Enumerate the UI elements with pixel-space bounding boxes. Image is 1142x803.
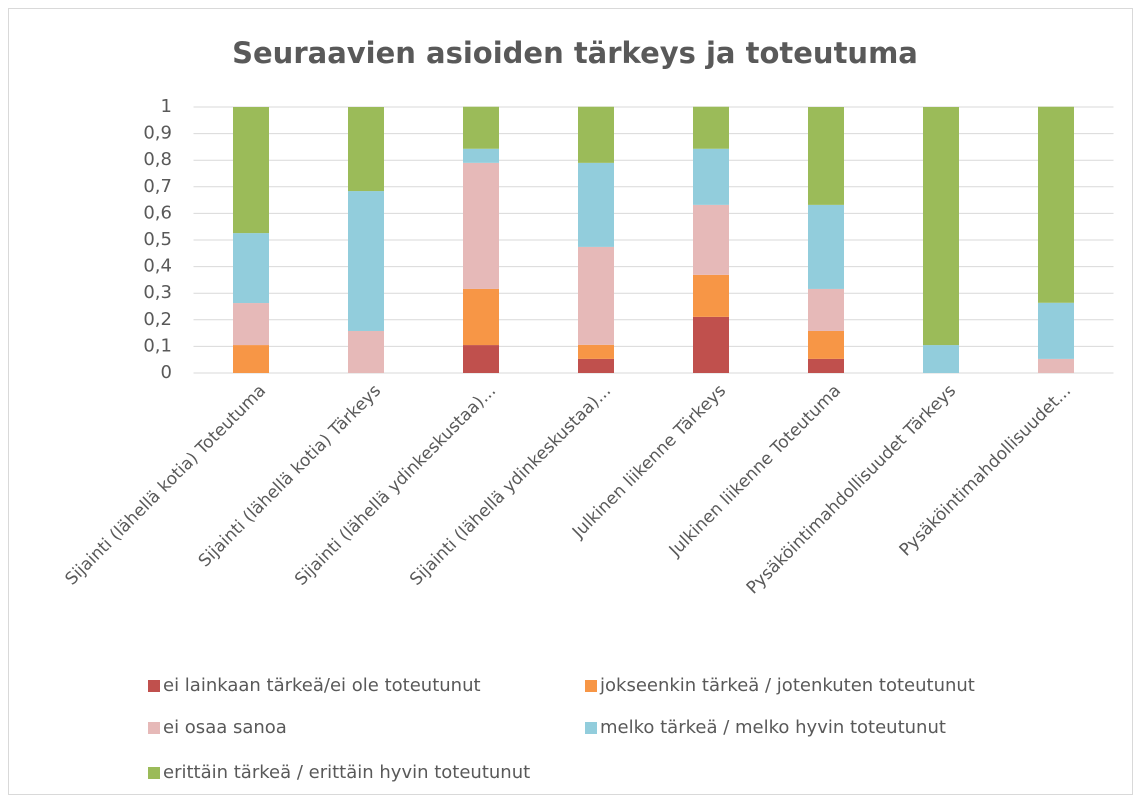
bar-segment bbox=[463, 162, 499, 289]
bar-segment bbox=[923, 107, 959, 346]
y-tick-label: 0,4 bbox=[143, 256, 172, 277]
bar-segment bbox=[923, 345, 959, 373]
bar-segment bbox=[578, 106, 614, 163]
y-tick-label: 0,6 bbox=[143, 202, 172, 223]
bar-segment bbox=[693, 148, 729, 205]
bar-segment bbox=[1038, 358, 1074, 373]
bar-segment bbox=[1038, 302, 1074, 359]
bar-segment bbox=[693, 274, 729, 317]
legend-swatch bbox=[585, 680, 597, 692]
legend-label: ei lainkaan tärkeä/ei ole toteutunut bbox=[163, 675, 481, 696]
legend-swatch bbox=[148, 767, 160, 779]
y-tick-label: 0,9 bbox=[143, 123, 172, 144]
bar-segment bbox=[578, 246, 614, 345]
legend-swatch bbox=[148, 680, 160, 692]
bar-segment bbox=[808, 358, 844, 373]
y-tick-label: 0,7 bbox=[143, 176, 172, 197]
bar-segment bbox=[578, 344, 614, 359]
bar-segment bbox=[463, 345, 499, 373]
bar-segment bbox=[808, 204, 844, 289]
bar-segment bbox=[348, 107, 384, 192]
bar-segment bbox=[578, 358, 614, 373]
bar-segment bbox=[463, 288, 499, 346]
y-tick-label: 1 bbox=[161, 96, 172, 117]
y-tick-label: 0,8 bbox=[143, 149, 172, 170]
bar-segment bbox=[808, 330, 844, 359]
legend-label: ei osaa sanoa bbox=[163, 717, 287, 738]
y-tick-label: 0,1 bbox=[143, 335, 172, 356]
legend-label: erittäin tärkeä / erittäin hyvin toteutu… bbox=[163, 762, 530, 783]
y-tick-label: 0 bbox=[161, 362, 172, 383]
legend-label: jokseenkin tärkeä / jotenkuten toteutunu… bbox=[599, 675, 975, 696]
bar-segment bbox=[808, 288, 844, 331]
bar-segment bbox=[808, 107, 844, 205]
y-tick-label: 0,3 bbox=[143, 282, 172, 303]
bar-segment bbox=[463, 148, 499, 163]
bar-segment bbox=[233, 107, 269, 234]
bar-segment bbox=[693, 204, 729, 275]
bar-segment bbox=[693, 316, 729, 373]
bar-segment bbox=[233, 345, 269, 373]
bar-segment bbox=[233, 303, 269, 346]
bar-segment bbox=[1038, 106, 1074, 303]
bar-segment bbox=[578, 162, 614, 247]
chart-title: Seuraavien asioiden tärkeys ja toteutuma bbox=[232, 36, 918, 70]
bar-segment bbox=[233, 233, 269, 304]
legend-swatch bbox=[585, 722, 597, 734]
bar-segment bbox=[348, 330, 384, 373]
legend-label: melko tärkeä / melko hyvin toteutunut bbox=[600, 717, 946, 738]
bar-segment bbox=[348, 191, 384, 331]
legend-swatch bbox=[148, 722, 160, 734]
y-tick-label: 0,2 bbox=[143, 309, 172, 330]
bar-segment bbox=[693, 106, 729, 149]
bar-segment bbox=[463, 106, 499, 149]
y-tick-label: 0,5 bbox=[143, 229, 172, 250]
